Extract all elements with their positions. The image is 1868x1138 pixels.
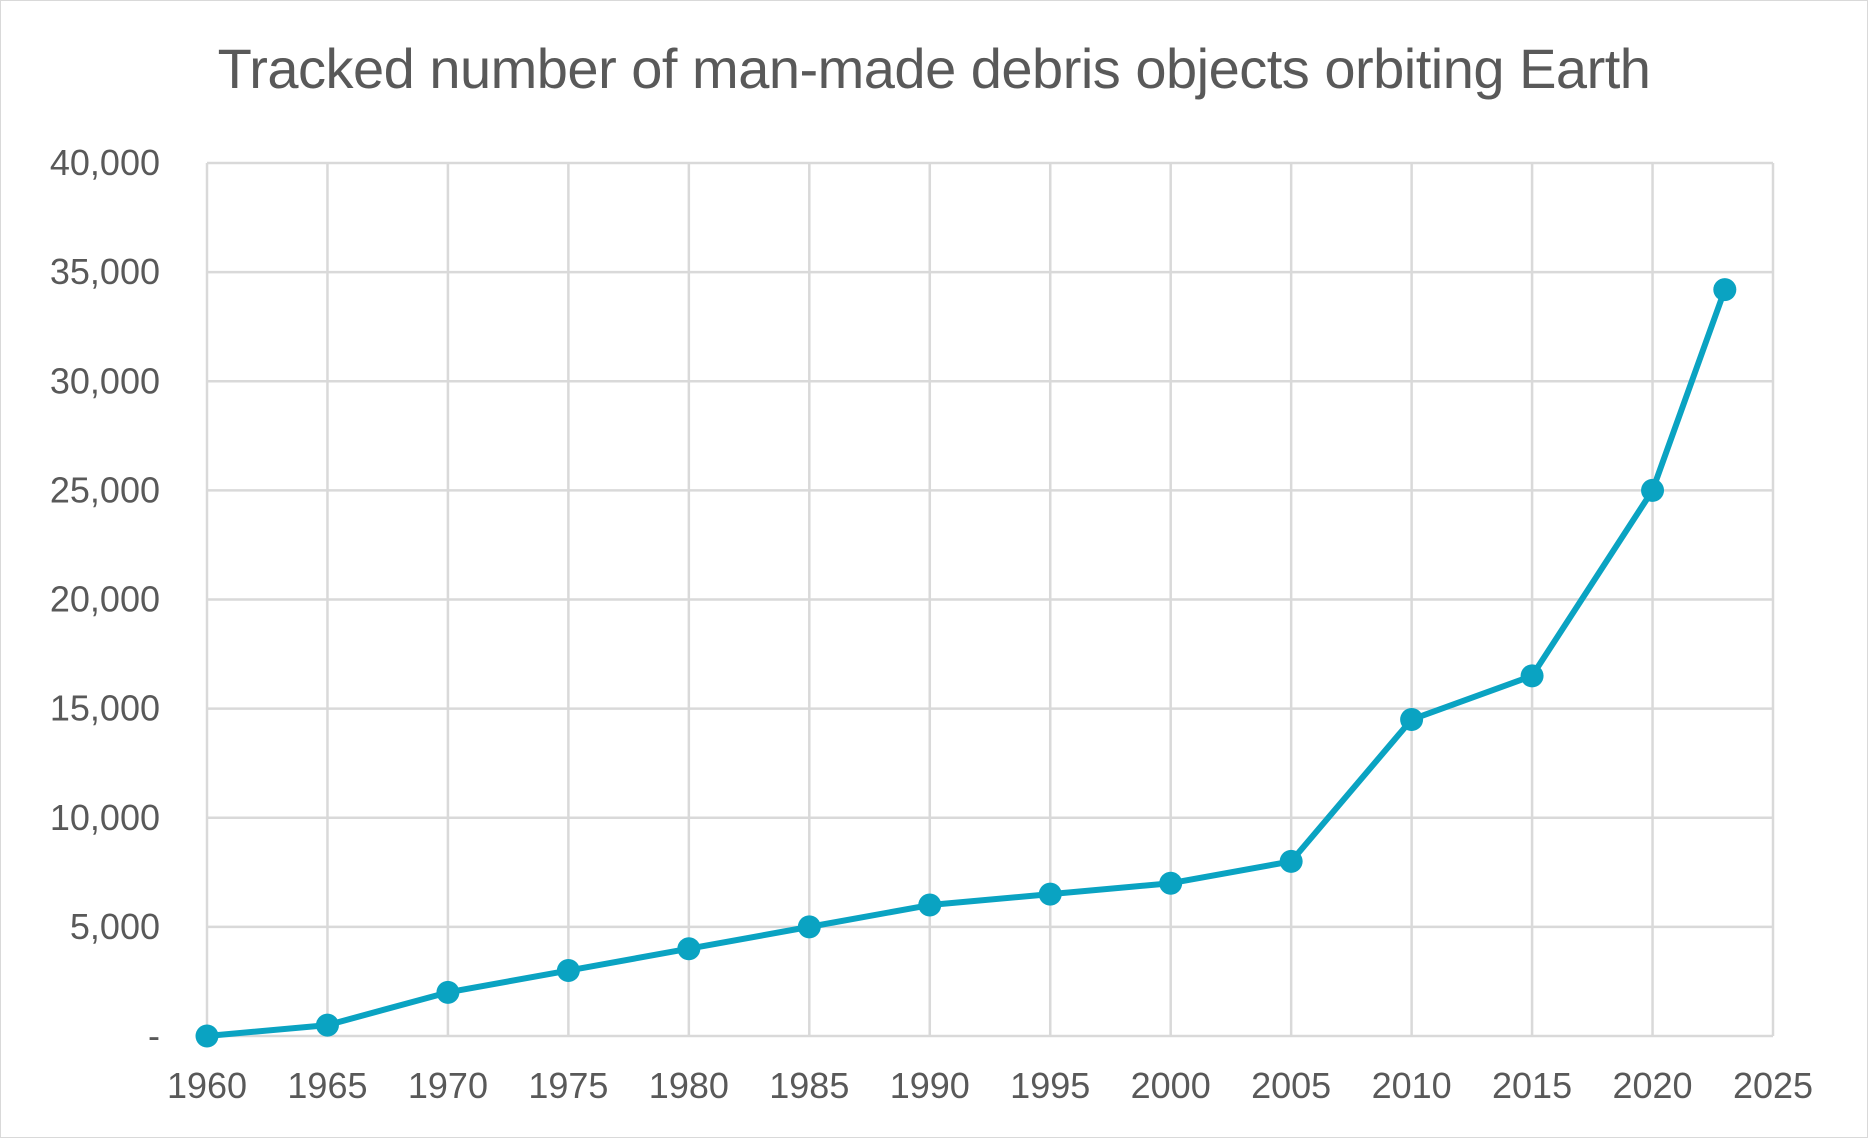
data-point xyxy=(195,1024,219,1048)
y-tick-label: 15,000 xyxy=(50,688,160,729)
x-tick-label: 1980 xyxy=(649,1065,729,1106)
data-point xyxy=(1400,708,1424,732)
series-debris-objects xyxy=(195,278,1737,1048)
data-point xyxy=(436,980,460,1004)
data-point xyxy=(797,915,821,939)
grid xyxy=(205,161,1775,1038)
data-point xyxy=(918,893,942,917)
x-tick-label: 1960 xyxy=(167,1065,247,1106)
x-tick-label: 2015 xyxy=(1492,1065,1572,1106)
x-tick-label: 2020 xyxy=(1612,1065,1692,1106)
y-tick-label: 5,000 xyxy=(70,906,160,947)
x-tick-label: 1970 xyxy=(408,1065,488,1106)
y-tick-label: 30,000 xyxy=(50,360,160,401)
x-tick-label: 2000 xyxy=(1131,1065,1211,1106)
data-point xyxy=(1159,871,1183,895)
y-tick-label: 10,000 xyxy=(50,797,160,838)
x-tick-label: 1990 xyxy=(890,1065,970,1106)
data-point xyxy=(677,937,701,961)
chart-title: Tracked number of man-made debris object… xyxy=(217,37,1651,100)
y-tick-label: 25,000 xyxy=(50,469,160,510)
x-tick-label: 1995 xyxy=(1010,1065,1090,1106)
data-point xyxy=(315,1013,339,1037)
series-line xyxy=(204,286,1728,1039)
data-point xyxy=(1641,478,1665,502)
data-point xyxy=(556,959,580,983)
y-tick-label: 20,000 xyxy=(50,579,160,620)
x-tick-label: 1975 xyxy=(528,1065,608,1106)
data-point xyxy=(1520,664,1544,688)
x-tick-label: 2025 xyxy=(1733,1065,1813,1106)
x-tick-label: 1985 xyxy=(769,1065,849,1106)
y-tick-label: 40,000 xyxy=(50,142,160,183)
data-point xyxy=(1279,849,1303,873)
x-tick-label: 2005 xyxy=(1251,1065,1331,1106)
axis-labels: - 5,000 10,000 15,000 20,000 25,000 30,000 35,0… xyxy=(50,142,1813,1106)
x-tick-label: 1965 xyxy=(287,1065,367,1106)
data-point xyxy=(1713,278,1737,302)
data-point xyxy=(1038,882,1062,906)
y-tick-label: - xyxy=(148,1015,160,1056)
x-tick-label: 2010 xyxy=(1372,1065,1452,1106)
y-tick-label: 35,000 xyxy=(50,251,160,292)
